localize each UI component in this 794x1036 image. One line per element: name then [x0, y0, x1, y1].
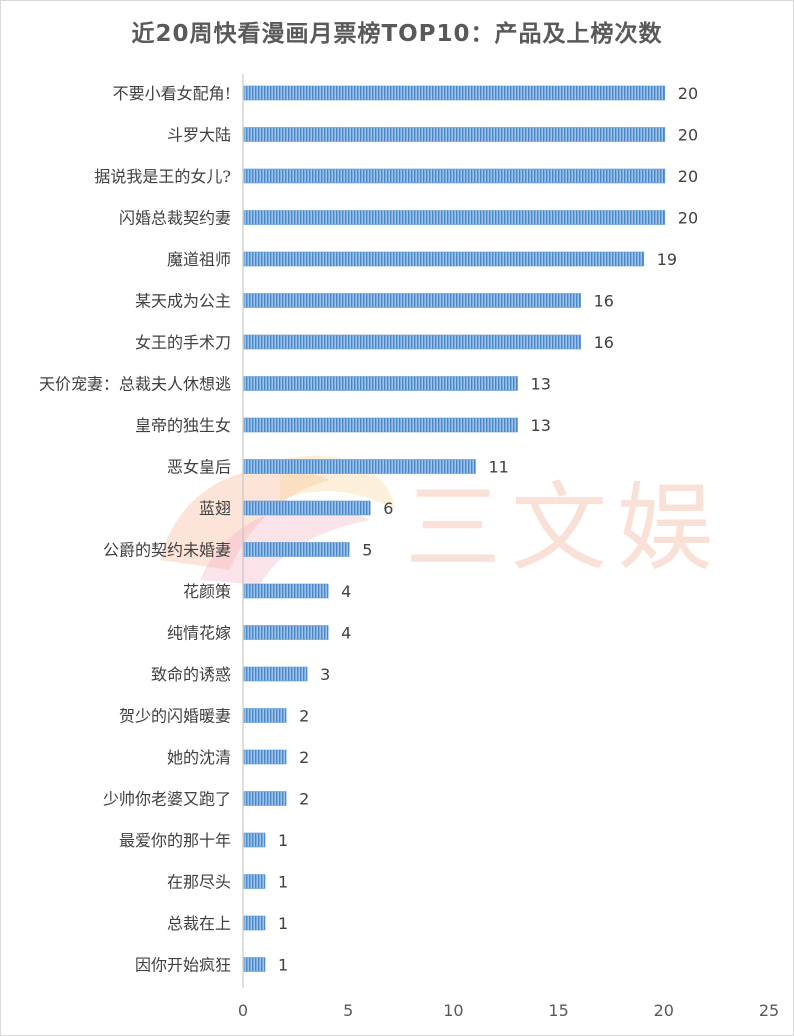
x-tick-label: 25	[759, 1001, 779, 1020]
chart-title: 近20周快看漫画月票榜TOP10：产品及上榜次数	[131, 21, 663, 47]
value-label: 19	[657, 250, 677, 269]
value-label: 6	[383, 499, 393, 518]
bars-layer: 不要小看女配角! 20 斗罗大陆 20 据说我是王的女儿? 20 闪婚总裁契约妻 20 魔道祖师…	[39, 84, 698, 975]
bar	[243, 85, 666, 101]
value-label: 1	[278, 873, 288, 892]
category-label: 公爵的契约未婚妻	[103, 541, 231, 560]
bar	[243, 625, 329, 640]
bar	[243, 957, 266, 972]
x-tick-label: 15	[548, 1001, 568, 1020]
value-label: 2	[299, 748, 309, 767]
category-label: 不要小看女配角!	[113, 84, 231, 103]
category-label: 某天成为公主	[135, 292, 231, 311]
category-label: 闪婚总裁契约妻	[119, 209, 231, 228]
bar	[243, 127, 666, 142]
category-label: 她的沈清	[167, 748, 231, 767]
value-label: 1	[278, 956, 288, 975]
category-label: 蓝翅	[199, 499, 231, 518]
category-label: 魔道祖师	[167, 250, 231, 269]
value-label: 16	[594, 292, 614, 311]
value-label: 2	[299, 790, 309, 809]
value-label: 2	[299, 707, 309, 726]
value-label: 20	[678, 209, 698, 228]
category-label: 纯情花嫁	[167, 624, 231, 643]
category-label: 皇帝的独生女	[135, 416, 231, 435]
category-label: 天价宠妻：总裁夫人休想逃	[39, 375, 231, 394]
bar	[243, 749, 287, 765]
bar	[243, 708, 287, 723]
category-label: 恶女皇后	[167, 458, 231, 477]
bar	[243, 915, 266, 931]
bar	[243, 583, 329, 599]
value-label: 1	[278, 831, 288, 850]
category-label: 花颜策	[183, 582, 231, 601]
bar	[243, 417, 518, 433]
category-label: 少帅你老婆又跑了	[103, 790, 231, 809]
value-label: 20	[678, 84, 698, 103]
value-label: 20	[678, 167, 698, 186]
category-label: 女王的手术刀	[135, 333, 231, 352]
category-label: 贺少的闪婚暖妻	[119, 707, 231, 726]
bar	[243, 666, 308, 682]
bar	[243, 500, 371, 516]
value-label: 20	[678, 126, 698, 145]
bar	[243, 168, 666, 184]
category-label: 据说我是王的女儿?	[94, 167, 231, 186]
value-label: 3	[320, 665, 330, 684]
bar	[243, 791, 287, 806]
bar	[243, 874, 266, 889]
category-label: 因你开始疯狂	[135, 956, 231, 975]
watermark-text: 三文娱	[405, 472, 723, 584]
bar	[243, 334, 581, 350]
x-tick-label: 0	[238, 1001, 248, 1020]
bar	[243, 293, 581, 308]
category-label: 总裁在上	[167, 914, 231, 933]
value-label: 13	[531, 416, 551, 435]
value-label: 5	[362, 541, 372, 560]
bar	[243, 832, 266, 848]
bar	[243, 459, 476, 474]
bar	[243, 376, 518, 391]
x-axis-ticks: 0 5 10 15 20 25	[238, 1001, 779, 1020]
value-label: 4	[341, 582, 351, 601]
value-label: 11	[488, 458, 508, 477]
value-label: 4	[341, 624, 351, 643]
category-label: 在那尽头	[167, 873, 231, 892]
bar	[243, 251, 645, 267]
x-tick-label: 20	[654, 1001, 674, 1020]
bar	[243, 210, 666, 225]
x-tick-label: 10	[443, 1001, 463, 1020]
value-label: 1	[278, 914, 288, 933]
category-label: 斗罗大陆	[167, 126, 231, 145]
bar	[243, 542, 350, 557]
category-label: 致命的诱惑	[151, 665, 231, 684]
value-label: 13	[531, 375, 551, 394]
value-label: 16	[594, 333, 614, 352]
x-tick-label: 5	[343, 1001, 353, 1020]
category-label: 最爱你的那十年	[119, 831, 231, 850]
